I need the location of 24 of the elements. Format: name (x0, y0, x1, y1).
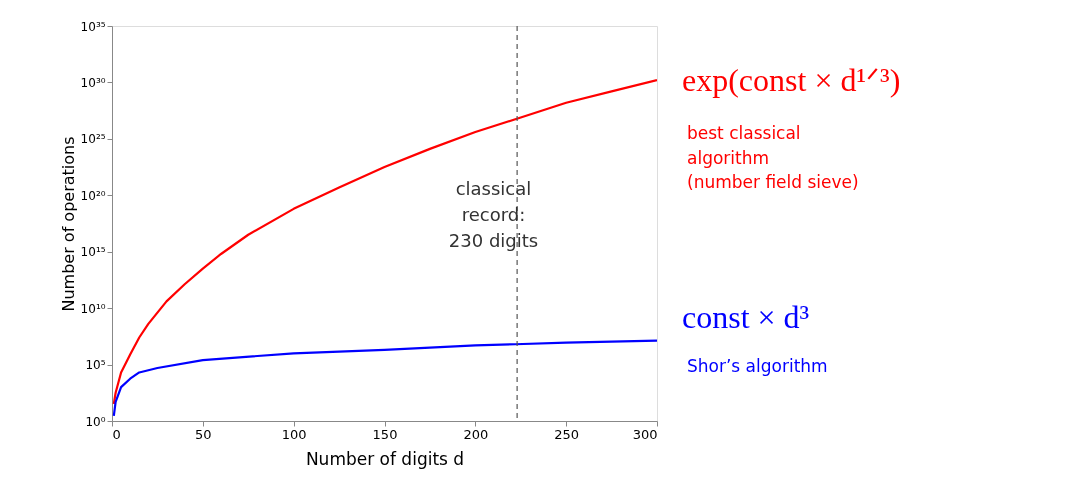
x-tick-label: 250 (554, 426, 580, 442)
y-tick-label: 10³⁵ (80, 19, 106, 34)
x-tick-label: 0 (112, 426, 121, 442)
y-tick-label: 10²⁰ (80, 188, 106, 203)
y-axis-title: Number of operations (58, 136, 78, 312)
x-tick-label: 150 (372, 426, 398, 442)
annotation: classical record: 230 digits (448, 178, 539, 252)
line-series (112, 339, 657, 418)
x-tick-label: 200 (463, 426, 489, 442)
y-tick-label: 10²⁵ (80, 132, 106, 147)
y-tick-label: 10⁰ (85, 414, 106, 429)
series-label: exp(const × d¹ᐟ³) (682, 62, 901, 98)
text: Shor’s algorithm (687, 356, 828, 376)
x-tick-label: 300 (632, 426, 658, 442)
y-tick-label: 10¹⁰ (80, 301, 106, 316)
x-tick-label: 50 (195, 426, 212, 442)
text: best classical algorithm (number field sieve) (687, 123, 859, 193)
x-tick-label: 100 (281, 426, 307, 442)
y-tick-label: 10¹⁵ (80, 245, 106, 260)
y-tick-label: 10⁵ (85, 358, 106, 373)
y-tick-label: 10³⁰ (80, 75, 106, 90)
line-series (112, 79, 657, 406)
series-label: const × d³ (682, 299, 810, 335)
x-axis-title: Number of digits d (305, 448, 465, 469)
